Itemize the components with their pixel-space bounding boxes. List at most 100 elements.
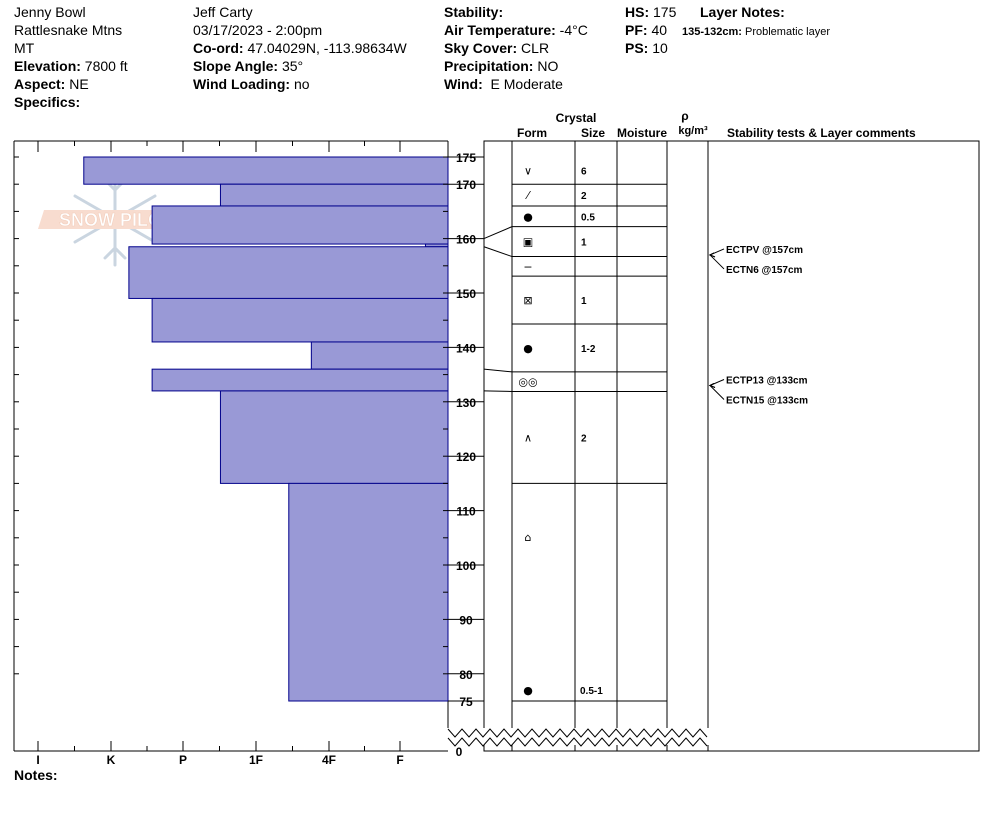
stability-test-arrowhead: [708, 252, 716, 258]
depth-tick-label: 175: [456, 151, 476, 165]
hardness-tick-label: P: [179, 753, 187, 767]
density-unit-header: kg/m³: [678, 125, 708, 137]
hardness-bars: [83, 156, 449, 702]
crystal-size: 0.5: [581, 212, 595, 223]
depth-tick-label: 80: [459, 668, 473, 682]
hardness-tick-label: F: [396, 753, 403, 767]
break-mask: [447, 728, 709, 745]
crystal-form-icon: ◎◎: [518, 376, 537, 389]
stability-test-label: ECTP13 @133cm: [726, 375, 808, 386]
layer-connector: [483, 246, 513, 258]
depth-tick-label: 150: [456, 287, 476, 301]
hardness-bar: [288, 482, 449, 702]
slope-angle: Slope Angle: 35°: [193, 58, 304, 74]
crystal-table-frame: [483, 140, 709, 752]
hardness-bar: [310, 341, 449, 370]
form-header: Form: [517, 126, 547, 140]
layer-connector: [483, 368, 513, 373]
axis-break: [447, 728, 709, 747]
depth-tick-label: 90: [459, 613, 473, 627]
hardness-bar: [128, 246, 449, 299]
crystal-form-icon: ⁄: [524, 189, 531, 202]
wind-loading: Wind Loading: no: [193, 76, 310, 92]
crystal-form-icon: ●: [523, 684, 533, 697]
stability: Stability:: [444, 4, 504, 20]
crystal-size: 1: [581, 238, 587, 249]
hardness-tick-label: 1F: [249, 753, 263, 767]
hardness-tick-label: 4F: [322, 753, 336, 767]
air-temperature: Air Temperature: -4°C: [444, 22, 588, 38]
stability-frame: [707, 140, 980, 752]
hardness-axis: I K P 1F 4F F: [36, 141, 404, 767]
hardness-tick-label: K: [107, 753, 116, 767]
stability-test-arrow: [709, 385, 725, 400]
layer-notes-title: Layer Notes:: [700, 4, 785, 20]
stability-test-arrowhead: [708, 383, 716, 388]
state: MT: [14, 40, 35, 56]
crystal-size: 2: [581, 191, 587, 202]
hs: HS: 175: [625, 4, 677, 20]
hardness-bar: [83, 156, 449, 185]
stability-test-label: ECTN6 @157cm: [726, 265, 803, 276]
crystal-size: 1: [581, 296, 587, 307]
crystal-header: Crystal: [556, 111, 597, 125]
crystal-size: 0.5-1: [580, 686, 603, 697]
depth-tick-label: 160: [456, 233, 476, 247]
break-zigzag: [447, 728, 708, 738]
stability-test-arrow: [709, 254, 725, 270]
logo-text: SNOW PILOT: [59, 210, 173, 230]
hardness-bar: [219, 183, 449, 207]
specifics: Specifics:: [14, 94, 81, 110]
depth-tick-label: 100: [456, 559, 476, 573]
depth-tick-label: 75: [459, 695, 473, 709]
notes: Notes:: [14, 767, 58, 783]
wind: Wind: E Moderate: [444, 76, 563, 92]
crystal-size: 2: [581, 433, 587, 444]
observer: Jeff Carty: [193, 4, 253, 20]
crystal-form-icon: ∧: [524, 431, 532, 444]
rho-header: ρ: [681, 109, 688, 123]
crystal-form-icon: ●: [523, 210, 533, 223]
sky-cover: Sky Cover: CLR: [444, 40, 550, 56]
location: Jenny Bowl: [14, 4, 86, 20]
hardness-bar: [151, 297, 449, 343]
break-zigzag: [447, 737, 708, 747]
size-header: Size: [581, 126, 605, 140]
depth-tick-label: 140: [456, 341, 476, 355]
elevation: Elevation: 7800 ft: [14, 58, 128, 74]
crystal-form-icon: ∨: [524, 165, 532, 178]
hardness-bar: [151, 205, 449, 245]
depth-tick-label: 120: [456, 450, 476, 464]
stability-test-label: ECTN15 @133cm: [726, 395, 808, 406]
coordinates: Co-ord: 47.04029N, -113.98634W: [193, 40, 407, 56]
hardness-tick-label: I: [36, 753, 39, 767]
moisture-header: Moisture: [617, 126, 667, 140]
ps: PS: 10: [625, 40, 668, 56]
pf: PF: 40: [625, 22, 668, 38]
layer-note: 135-132cm: Problematic layer: [682, 26, 830, 38]
crystal-form-icon: ▣: [523, 236, 533, 249]
snow-block: HS: 175 PF: 40 PS: 10: [625, 3, 676, 57]
crystal-table: ∨ 6 ⁄ 2 ● 0.5 ▣ 1 − ⊠ 1 ● 1-2 ◎◎ ∧ 2 ⌂ ● 0.5-1: [483, 140, 980, 752]
aspect: Aspect: NE: [14, 76, 89, 92]
depth-axis: 75 80 90 100 110 120 130 140 150 160 170 175 0: [14, 151, 484, 759]
hardness-bar: [219, 390, 449, 484]
stability-tests: ECTPV @157cm ECTN6 @157cm ECTP13 @133cm ECT…: [708, 245, 808, 406]
range: Rattlesnake Mtns: [14, 22, 123, 38]
crystal-size: 1-2: [581, 344, 596, 355]
stability-header: Stability tests & Layer comments: [727, 126, 916, 140]
depth-zero-label: 0: [456, 745, 463, 759]
crystal-size: 6: [581, 167, 587, 178]
crystal-form-icon: ●: [523, 342, 533, 355]
depth-tick-label: 110: [456, 505, 476, 519]
weather-block: Stability: Air Temperature: -4°C Sky Cov…: [444, 3, 588, 93]
crystal-form-icon: −: [523, 260, 532, 273]
observer-block: Jeff Carty 03/17/2023 - 2:00pm Co-ord: 4…: [193, 3, 407, 93]
depth-tick-label: 170: [456, 178, 476, 192]
layer-connector: [483, 390, 513, 392]
crystal-form-icon: ⌂: [525, 531, 532, 544]
hardness-bar: [151, 368, 449, 392]
stability-test-label: ECTPV @157cm: [726, 245, 803, 256]
crystal-form-icon: ⊠: [523, 294, 532, 307]
